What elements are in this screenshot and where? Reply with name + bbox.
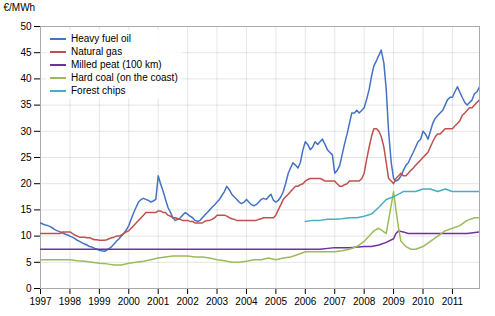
svg-text:2002: 2002 (176, 296, 199, 307)
svg-text:0: 0 (26, 283, 32, 294)
svg-text:45: 45 (20, 47, 32, 58)
svg-text:2010: 2010 (412, 296, 435, 307)
html-text:Natural gas: Natural gas (71, 46, 123, 57)
svg-text:2009: 2009 (382, 296, 405, 307)
svg-text:10: 10 (20, 230, 32, 241)
svg-text:2000: 2000 (118, 296, 141, 307)
html-text:Forest chips: Forest chips (71, 85, 126, 96)
svg-text:35: 35 (20, 99, 32, 110)
svg-text:1998: 1998 (59, 296, 82, 307)
svg-text:2008: 2008 (353, 296, 376, 307)
svg-text:2003: 2003 (206, 296, 229, 307)
svg-text:15: 15 (20, 204, 32, 215)
svg-text:2006: 2006 (294, 296, 317, 307)
svg-text:€/MWh: €/MWh (4, 2, 36, 13)
html-text:Hard coal (on the coast): Hard coal (on the coast) (71, 72, 178, 83)
html-text:Milled peat (100 km): Milled peat (100 km) (71, 59, 162, 70)
svg-text:40: 40 (20, 73, 32, 84)
svg-text:20: 20 (20, 178, 32, 189)
html-text:Heavy fuel oil: Heavy fuel oil (71, 33, 131, 44)
svg-text:1999: 1999 (88, 296, 111, 307)
svg-text:50: 50 (20, 21, 32, 32)
svg-text:25: 25 (20, 152, 32, 163)
svg-text:2005: 2005 (265, 296, 288, 307)
svg-text:1997: 1997 (29, 296, 52, 307)
svg-text:2001: 2001 (147, 296, 170, 307)
svg-text:30: 30 (20, 126, 32, 137)
svg-text:2004: 2004 (235, 296, 258, 307)
svg-text:5: 5 (26, 257, 32, 268)
svg-text:2007: 2007 (324, 296, 347, 307)
svg-text:2011: 2011 (442, 296, 464, 307)
